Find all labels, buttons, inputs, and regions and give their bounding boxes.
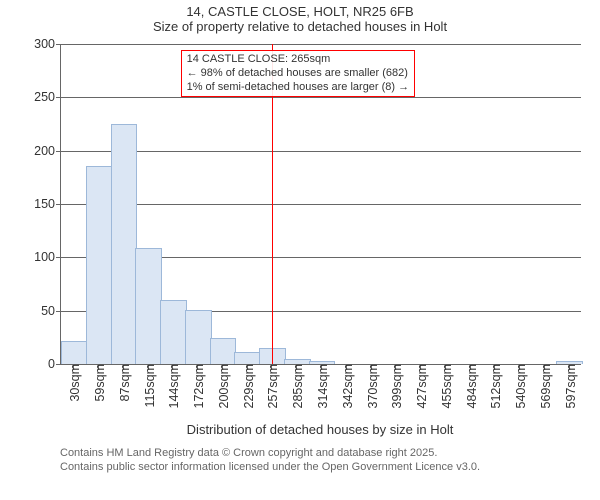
x-axis-label: Distribution of detached houses by size …	[60, 422, 580, 437]
annotation-line: 14 CASTLE CLOSE: 265sqm	[187, 53, 410, 67]
chart-title-block: 14, CASTLE CLOSE, HOLT, NR25 6FB Size of…	[0, 0, 600, 34]
x-tick-label: 342sqm	[337, 364, 355, 408]
histogram-bar	[61, 341, 88, 364]
y-tick-label: 150	[34, 197, 61, 211]
x-tick-label: 144sqm	[163, 364, 181, 408]
x-tick-label: 87sqm	[114, 364, 132, 402]
x-tick-label: 540sqm	[510, 364, 528, 408]
x-tick-label: 314sqm	[312, 364, 330, 408]
chart-container: 14, CASTLE CLOSE, HOLT, NR25 6FB Size of…	[0, 0, 600, 500]
footer-line2: Contains public sector information licen…	[60, 460, 480, 474]
chart-footer: Contains HM Land Registry data © Crown c…	[60, 446, 480, 475]
x-tick-label: 172sqm	[188, 364, 206, 408]
x-tick-label: 569sqm	[535, 364, 553, 408]
annotation-line: ← 98% of detached houses are smaller (68…	[187, 67, 410, 81]
y-tick-label: 200	[34, 144, 61, 158]
y-gridline	[61, 204, 581, 205]
x-tick-label: 370sqm	[362, 364, 380, 408]
y-tick-label: 300	[34, 37, 61, 51]
x-tick-label: 484sqm	[461, 364, 479, 408]
x-tick-label: 399sqm	[386, 364, 404, 408]
x-tick-label: 59sqm	[89, 364, 107, 402]
chart-title-line1: 14, CASTLE CLOSE, HOLT, NR25 6FB	[0, 4, 600, 19]
y-gridline	[61, 44, 581, 45]
histogram-bar	[86, 166, 113, 364]
y-gridline	[61, 151, 581, 152]
y-tick-label: 50	[41, 304, 61, 318]
histogram-bar	[234, 352, 261, 364]
histogram-bar	[210, 338, 237, 364]
annotation-line: 1% of semi-detached houses are larger (8…	[187, 81, 410, 95]
x-tick-label: 229sqm	[238, 364, 256, 408]
histogram-bar	[111, 124, 138, 364]
plot-area: 05010015020025030030sqm59sqm87sqm115sqm1…	[60, 44, 581, 365]
x-tick-label: 200sqm	[213, 364, 231, 408]
histogram-bar	[160, 300, 187, 364]
x-tick-label: 115sqm	[139, 364, 157, 408]
y-tick-label: 100	[34, 250, 61, 264]
x-tick-label: 427sqm	[411, 364, 429, 408]
annotation-box: 14 CASTLE CLOSE: 265sqm← 98% of detached…	[181, 50, 416, 97]
histogram-bar	[135, 248, 162, 364]
y-tick-label: 250	[34, 90, 61, 104]
x-tick-label: 512sqm	[485, 364, 503, 408]
histogram-bar	[185, 310, 212, 364]
x-tick-label: 597sqm	[560, 364, 578, 408]
chart-title-line2: Size of property relative to detached ho…	[0, 19, 600, 34]
x-tick-label: 30sqm	[64, 364, 82, 402]
footer-line1: Contains HM Land Registry data © Crown c…	[60, 446, 480, 460]
x-tick-label: 455sqm	[436, 364, 454, 408]
y-gridline	[61, 97, 581, 98]
x-tick-label: 285sqm	[287, 364, 305, 408]
y-tick-label: 0	[48, 357, 61, 371]
x-tick-label: 257sqm	[262, 364, 280, 408]
